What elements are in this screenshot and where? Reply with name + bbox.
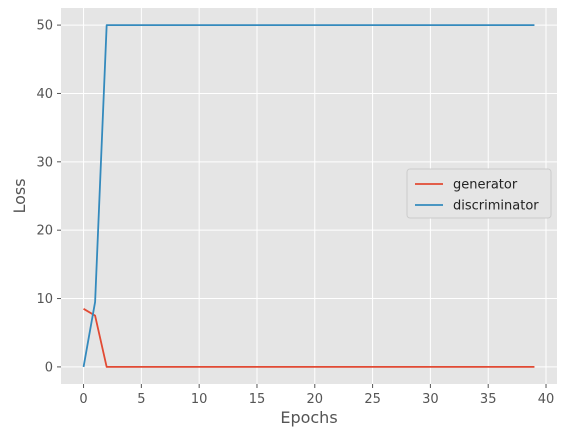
x-tick-label: 40 [538, 392, 555, 407]
y-tick-label: 20 [36, 224, 53, 239]
x-tick-label: 15 [249, 392, 266, 407]
x-tick-label: 5 [137, 392, 145, 407]
series-line-generator [83, 308, 535, 368]
x-tick-label: 35 [480, 392, 497, 407]
y-tick-label: 40 [36, 87, 53, 102]
y-tick-label: 50 [36, 19, 53, 34]
series-layer [82, 24, 535, 368]
legend-label-discriminator: discriminator [453, 199, 539, 214]
x-tick-label: 20 [307, 392, 324, 407]
y-ticks: 0 10 20 30 40 50 [36, 19, 61, 375]
x-tick-label: 30 [422, 392, 439, 407]
x-tick-label: 0 [79, 392, 87, 407]
y-tick-label: 0 [45, 360, 53, 375]
y-tick-label: 30 [36, 155, 53, 170]
x-axis-title: Epochs [280, 408, 337, 427]
x-tick-label: 10 [191, 392, 208, 407]
legend-label-generator: generator [453, 178, 518, 193]
x-ticks: 0 5 10 15 20 25 30 35 40 [79, 384, 554, 407]
y-axis-title: Loss [10, 178, 29, 213]
legend: generator discriminator [406, 168, 552, 219]
series-line-discriminator [82, 24, 535, 368]
y-tick-label: 10 [36, 292, 53, 307]
x-tick-label: 25 [364, 392, 381, 407]
